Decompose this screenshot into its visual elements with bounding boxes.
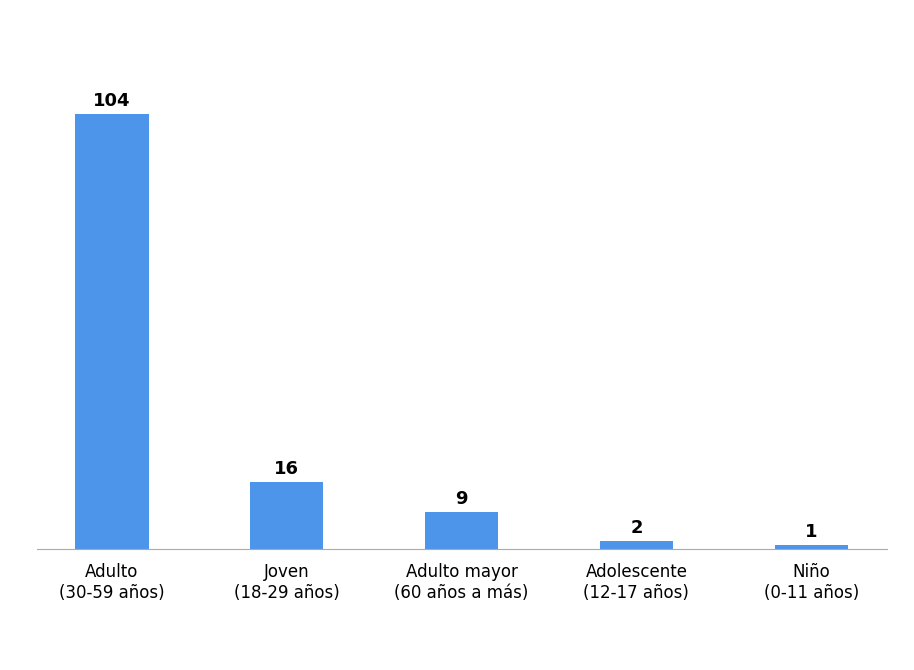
- Bar: [774, 545, 848, 549]
- Text: 1: 1: [805, 523, 817, 541]
- Text: 104: 104: [93, 92, 131, 110]
- Bar: [600, 541, 673, 549]
- Bar: [250, 482, 324, 549]
- Text: 16: 16: [274, 460, 299, 478]
- Bar: [75, 114, 149, 549]
- Text: 9: 9: [455, 490, 468, 508]
- Text: 2: 2: [630, 519, 643, 537]
- Bar: [425, 512, 498, 549]
